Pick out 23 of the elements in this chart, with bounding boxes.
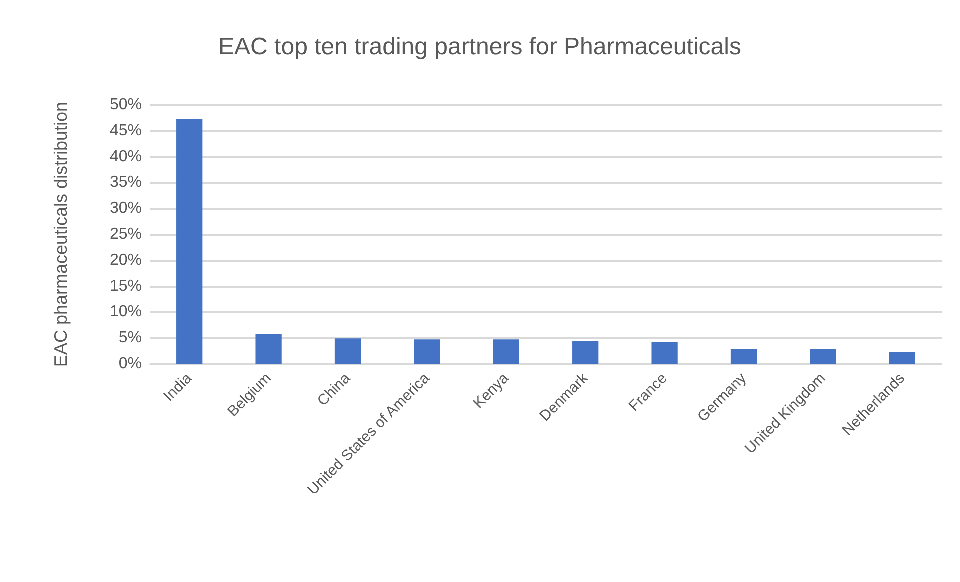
y-tick-label: 30% (110, 200, 142, 218)
y-tick-label: 0% (118, 356, 142, 372)
y-tick-label: 5% (118, 330, 142, 347)
bar (810, 348, 836, 364)
bar (414, 340, 440, 364)
y-tick-label: 20% (110, 252, 142, 269)
y-tick-label: 45% (110, 122, 142, 140)
y-tick-label: 25% (110, 226, 142, 243)
bar (652, 342, 678, 364)
bar (334, 338, 362, 364)
bar (730, 348, 758, 364)
y-tick-label: 15% (110, 278, 142, 295)
y-axis-title: EAC pharmaceuticals distribution (51, 102, 71, 368)
bar (176, 120, 203, 364)
bar (889, 352, 916, 364)
chart-title: EAC top ten trading partners for Pharmaceuticals (218, 34, 742, 60)
bar (493, 340, 520, 364)
y-tick-label: 50% (110, 96, 142, 114)
y-tick-label: 40% (110, 148, 142, 166)
y-tick-label: 10% (110, 304, 142, 321)
bar (572, 341, 599, 364)
y-tick-label: 35% (110, 174, 142, 192)
bar (256, 334, 282, 364)
